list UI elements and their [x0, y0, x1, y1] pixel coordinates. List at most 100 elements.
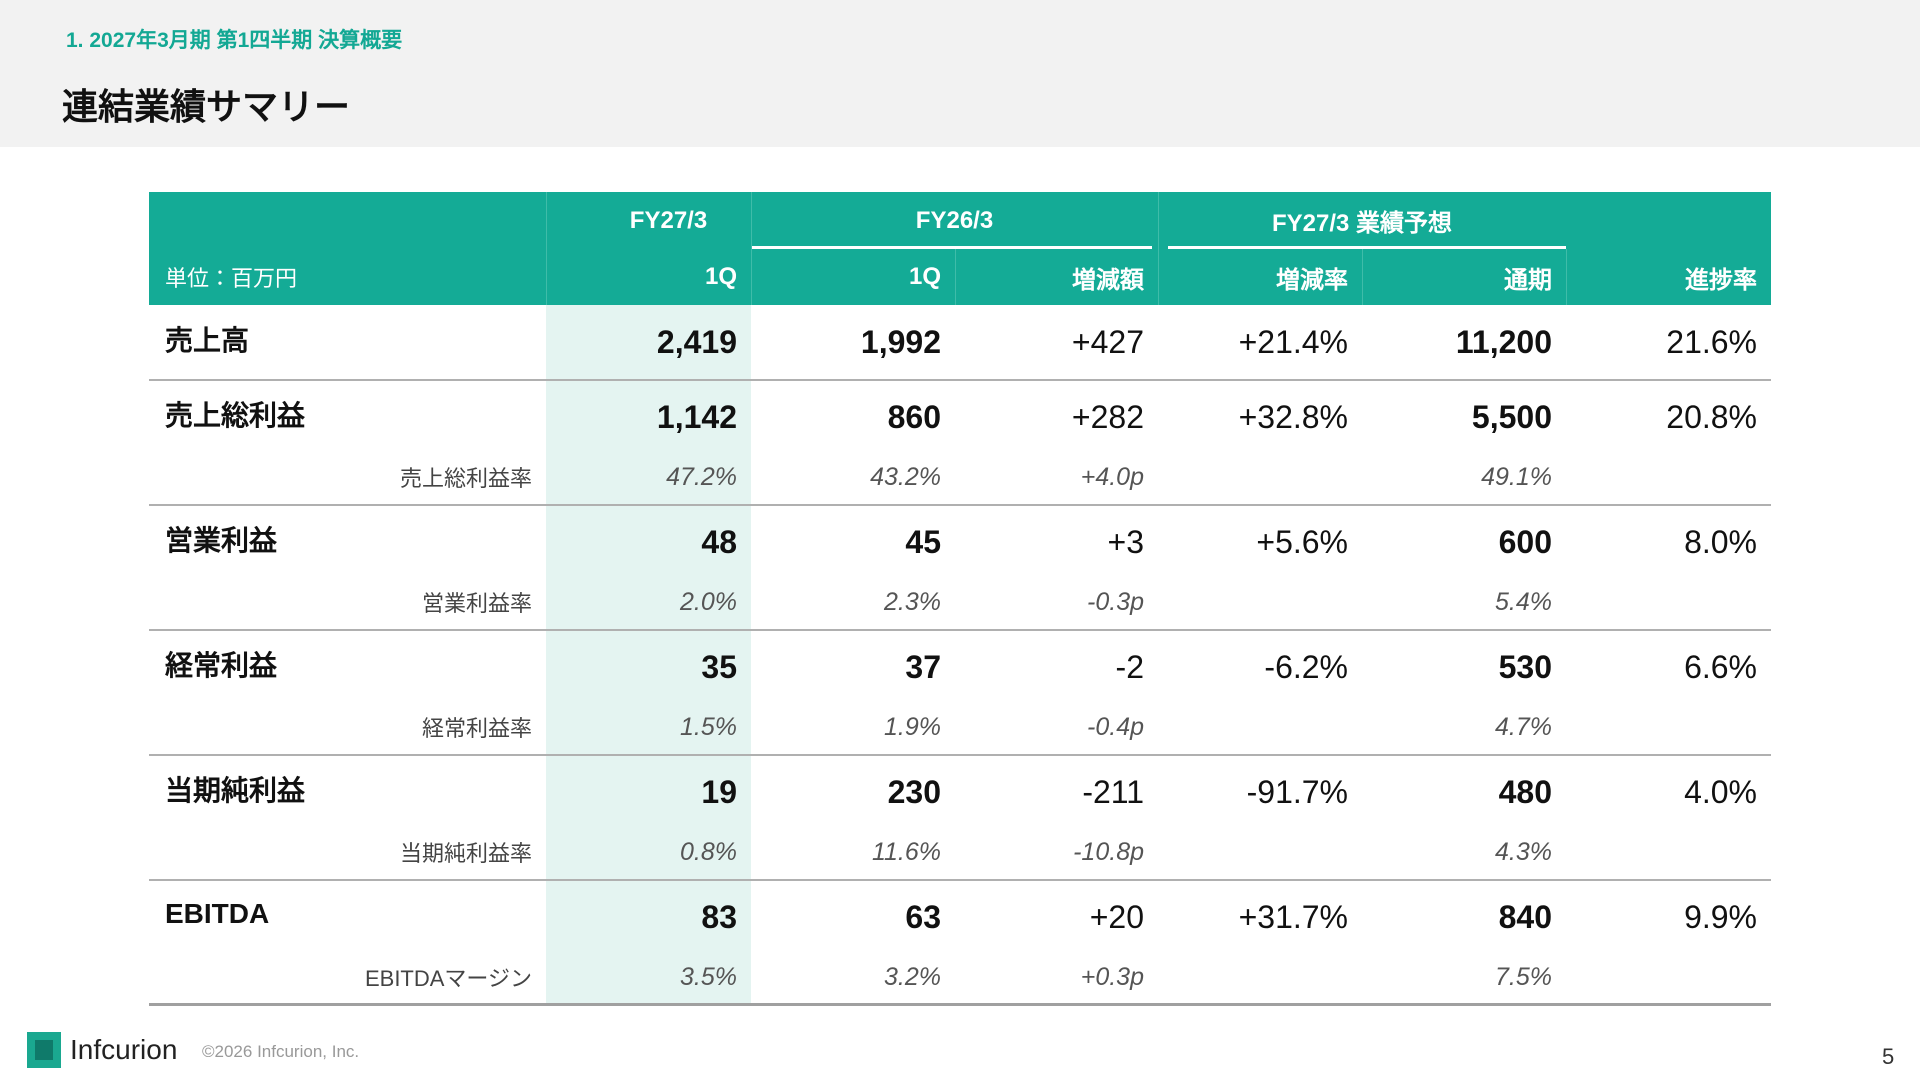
group-header: FY27/3 業績予想 [1271, 210, 1453, 237]
value-cell: 35 [701, 649, 737, 685]
value-cell: 1,142 [656, 399, 737, 435]
sub-value-cell: 2.0% [680, 587, 737, 616]
column-header: 1Q [908, 263, 941, 290]
value-cell: 21.6% [1666, 324, 1757, 360]
value-cell: 860 [887, 399, 941, 435]
row-separator [149, 754, 1771, 756]
header-divider [1566, 249, 1567, 305]
header-divider [546, 249, 547, 305]
row-label: 売上総利益 [165, 399, 306, 431]
value-cell: 83 [701, 899, 737, 935]
column-header: 増減額 [1072, 266, 1144, 294]
sub-value-cell: 49.1% [1481, 462, 1552, 491]
sub-value-cell: 3.5% [680, 962, 737, 991]
header-divider [1158, 192, 1159, 249]
value-cell: -91.7% [1246, 774, 1348, 810]
value-cell: 8.0% [1684, 524, 1757, 560]
value-cell: +20 [1089, 899, 1144, 935]
value-cell: 2,419 [656, 324, 737, 360]
sub-value-cell: 0.8% [680, 837, 737, 866]
row-separator [149, 879, 1771, 881]
value-cell: 11,200 [1455, 324, 1552, 360]
row-label: 経常利益 [165, 649, 278, 681]
sub-value-cell: 7.5% [1495, 962, 1552, 991]
value-cell: 5,500 [1471, 399, 1552, 435]
value-cell: 600 [1498, 524, 1552, 560]
sub-label: 売上総利益率 [399, 466, 532, 491]
row-separator [149, 504, 1771, 506]
sub-value-cell: 5.4% [1495, 587, 1552, 616]
sub-value-cell: 43.2% [870, 462, 941, 491]
value-cell: 840 [1498, 899, 1552, 935]
sub-value-cell: -10.8p [1073, 837, 1144, 866]
logo-mark-inner [35, 1040, 53, 1060]
sub-label: EBITDAマージン [364, 966, 532, 991]
column-header: 増減率 [1276, 266, 1348, 294]
header-divider [955, 249, 956, 305]
value-cell: -211 [1082, 774, 1144, 810]
value-cell: 19 [701, 774, 737, 810]
value-cell: -2 [1115, 649, 1144, 685]
value-cell: 48 [701, 524, 737, 560]
value-cell: 63 [905, 899, 941, 935]
page-title: 連結業績サマリー [62, 86, 351, 127]
value-cell: 4.0% [1684, 774, 1757, 810]
highlight-column [546, 305, 751, 1003]
sub-label: 経常利益率 [421, 716, 532, 741]
column-header: 通期 [1504, 266, 1552, 294]
sub-value-cell: -0.4p [1087, 712, 1144, 741]
column-header: 進捗率 [1685, 266, 1757, 294]
value-cell: +31.7% [1238, 899, 1348, 935]
value-cell: 530 [1498, 649, 1552, 685]
group-header: FY27/3 [629, 206, 708, 234]
value-cell: +282 [1071, 399, 1144, 435]
value-cell: +21.4% [1238, 324, 1348, 360]
sub-value-cell: +0.3p [1080, 962, 1144, 991]
row-label: 当期純利益 [165, 774, 306, 806]
sub-value-cell: 4.7% [1495, 712, 1552, 741]
header-divider [751, 249, 752, 305]
header-underline [751, 246, 1152, 249]
column-header: 1Q [704, 263, 737, 290]
sub-value-cell: 2.3% [884, 587, 941, 616]
sub-label: 営業利益率 [421, 591, 532, 616]
sub-value-cell: 3.2% [884, 962, 941, 991]
header-divider [1158, 249, 1159, 305]
header-band [0, 0, 1920, 147]
header-underline [1168, 246, 1566, 249]
header-divider [1362, 249, 1363, 305]
row-separator [149, 379, 1771, 381]
row-label: 売上高 [165, 324, 250, 356]
value-cell: +5.6% [1256, 524, 1348, 560]
sub-value-cell: +4.0p [1080, 462, 1144, 491]
value-cell: 230 [887, 774, 941, 810]
row-separator [149, 1003, 1771, 1006]
header-divider [546, 192, 547, 249]
company-name: Infcurion [70, 1034, 178, 1065]
value-cell: +427 [1071, 324, 1144, 360]
header-divider [751, 192, 752, 249]
sub-value-cell: 1.9% [884, 712, 941, 741]
sub-value-cell: 47.2% [666, 462, 737, 491]
value-cell: 1,992 [860, 324, 941, 360]
value-cell: 6.6% [1684, 649, 1757, 685]
value-cell: 37 [905, 649, 941, 685]
value-cell: 45 [905, 524, 941, 560]
value-cell: 20.8% [1666, 399, 1757, 435]
group-header: FY26/3 [915, 206, 994, 234]
value-cell: -6.2% [1264, 649, 1348, 685]
value-cell: +3 [1107, 524, 1144, 560]
sub-value-cell: 4.3% [1495, 837, 1552, 866]
value-cell: 480 [1498, 774, 1552, 810]
unit-label: 単位：百万円 [165, 266, 298, 291]
sub-value-cell: -0.3p [1087, 587, 1144, 616]
section-label: 1. 2027年3月期 第1四半期 決算概要 [66, 29, 403, 52]
copyright: ©2026 Infcurion, Inc. [202, 1042, 360, 1061]
sub-value-cell: 11.6% [871, 837, 941, 866]
row-label: EBITDA [165, 897, 270, 929]
page-number: 5 [1882, 1044, 1895, 1069]
row-separator [149, 629, 1771, 631]
sub-value-cell: 1.5% [680, 712, 737, 741]
sub-label: 当期純利益率 [399, 841, 532, 866]
